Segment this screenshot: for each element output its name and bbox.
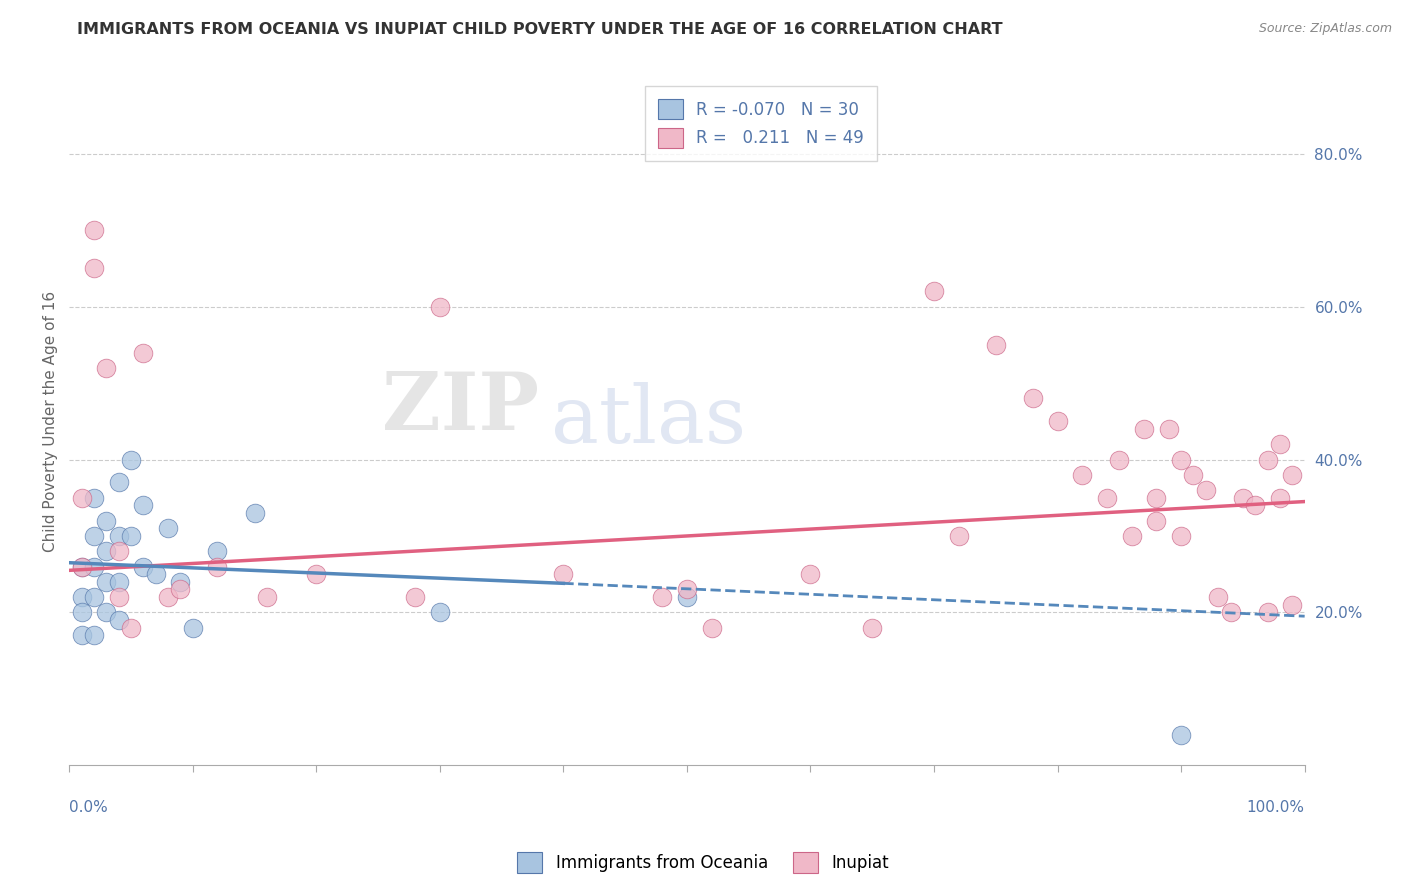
Point xyxy=(96,360,118,375)
Point xyxy=(107,613,129,627)
Point xyxy=(132,345,155,359)
Point xyxy=(1195,483,1218,497)
Point xyxy=(107,544,129,558)
Point xyxy=(429,606,451,620)
Text: ZIP: ZIP xyxy=(381,368,538,447)
Point xyxy=(1121,529,1143,543)
Point xyxy=(1268,437,1291,451)
Point xyxy=(1170,529,1192,543)
Point xyxy=(1170,452,1192,467)
Point xyxy=(70,491,93,505)
Point xyxy=(860,621,883,635)
Point xyxy=(70,590,93,604)
Point xyxy=(1108,452,1130,467)
Point xyxy=(1244,499,1267,513)
Point xyxy=(1144,491,1167,505)
Text: atlas: atlas xyxy=(551,383,747,460)
Y-axis label: Child Poverty Under the Age of 16: Child Poverty Under the Age of 16 xyxy=(44,291,58,552)
Point xyxy=(799,567,821,582)
Point xyxy=(256,590,278,604)
Point xyxy=(305,567,328,582)
Point xyxy=(181,621,204,635)
Point xyxy=(70,559,93,574)
Point xyxy=(1157,422,1180,436)
Point xyxy=(984,338,1007,352)
Point xyxy=(676,590,699,604)
Point xyxy=(1022,392,1045,406)
Point xyxy=(1144,514,1167,528)
Point xyxy=(1170,728,1192,742)
Point xyxy=(169,582,191,597)
Point xyxy=(107,529,129,543)
Point xyxy=(207,559,229,574)
Point xyxy=(429,300,451,314)
Point xyxy=(404,590,426,604)
Point xyxy=(1182,467,1205,482)
Point xyxy=(83,491,105,505)
Legend: R = -0.070   N = 30, R =   0.211   N = 49: R = -0.070 N = 30, R = 0.211 N = 49 xyxy=(645,86,877,161)
Point xyxy=(83,559,105,574)
Point xyxy=(1257,606,1279,620)
Point xyxy=(83,529,105,543)
Point xyxy=(157,521,180,535)
Point xyxy=(120,621,142,635)
Point xyxy=(145,567,167,582)
Point xyxy=(1232,491,1254,505)
Point xyxy=(96,514,118,528)
Point xyxy=(96,606,118,620)
Point xyxy=(83,223,105,237)
Point xyxy=(676,582,699,597)
Point xyxy=(243,506,266,520)
Point xyxy=(651,590,673,604)
Point xyxy=(107,590,129,604)
Point xyxy=(1071,467,1094,482)
Point xyxy=(1206,590,1229,604)
Text: 100.0%: 100.0% xyxy=(1247,799,1305,814)
Point xyxy=(120,452,142,467)
Point xyxy=(107,475,129,490)
Point xyxy=(96,574,118,589)
Point xyxy=(70,559,93,574)
Point xyxy=(96,544,118,558)
Point xyxy=(1219,606,1241,620)
Point xyxy=(132,499,155,513)
Point xyxy=(948,529,970,543)
Point xyxy=(1095,491,1118,505)
Point xyxy=(157,590,180,604)
Text: IMMIGRANTS FROM OCEANIA VS INUPIAT CHILD POVERTY UNDER THE AGE OF 16 CORRELATION: IMMIGRANTS FROM OCEANIA VS INUPIAT CHILD… xyxy=(77,22,1002,37)
Point xyxy=(83,590,105,604)
Point xyxy=(553,567,575,582)
Point xyxy=(207,544,229,558)
Point xyxy=(83,628,105,642)
Point xyxy=(120,529,142,543)
Point xyxy=(700,621,723,635)
Text: 0.0%: 0.0% xyxy=(69,799,108,814)
Point xyxy=(132,559,155,574)
Point xyxy=(169,574,191,589)
Point xyxy=(1133,422,1156,436)
Point xyxy=(1281,467,1303,482)
Point xyxy=(70,628,93,642)
Point xyxy=(1268,491,1291,505)
Point xyxy=(107,574,129,589)
Point xyxy=(922,285,945,299)
Point xyxy=(1257,452,1279,467)
Point xyxy=(1046,414,1069,428)
Text: Source: ZipAtlas.com: Source: ZipAtlas.com xyxy=(1258,22,1392,36)
Legend: Immigrants from Oceania, Inupiat: Immigrants from Oceania, Inupiat xyxy=(510,846,896,880)
Point xyxy=(83,261,105,276)
Point xyxy=(1281,598,1303,612)
Point xyxy=(70,606,93,620)
